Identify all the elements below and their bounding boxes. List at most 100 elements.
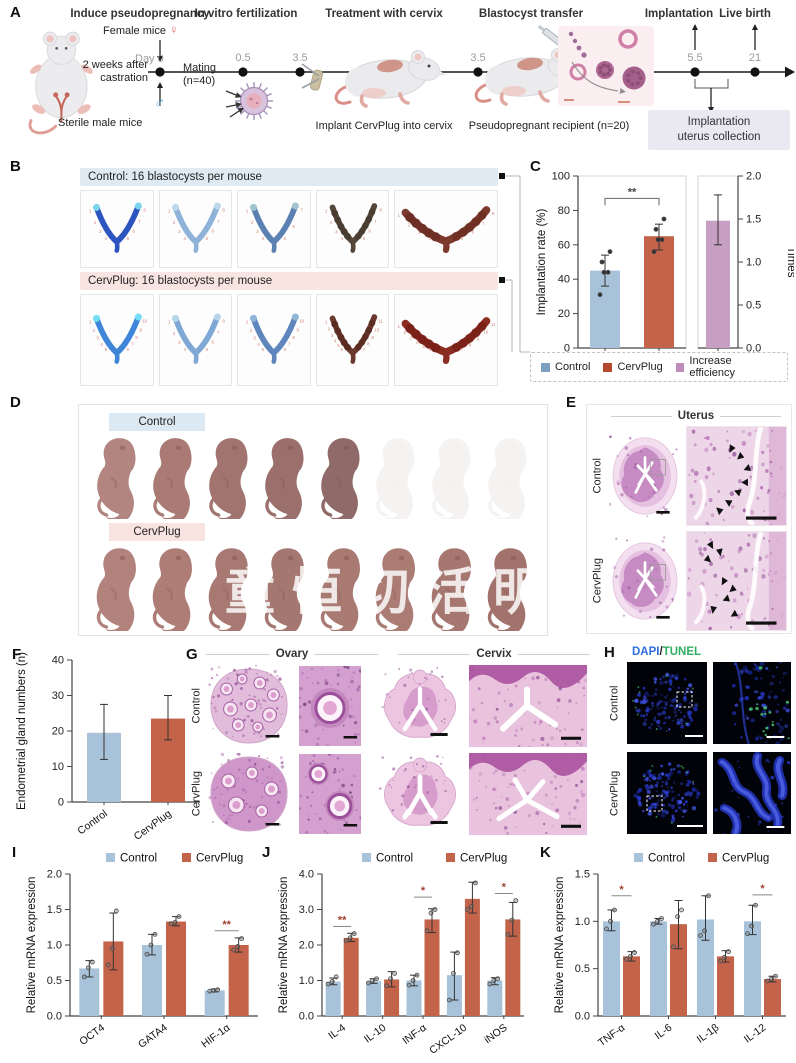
- ovary-zoom-photo: [298, 665, 363, 748]
- svg-text:IL-12: IL-12: [742, 1022, 769, 1046]
- mrna-expression-chart-k: 0.0 0.5 1.0 1.5 Relative mRNA expression TNF-…: [552, 850, 792, 1056]
- svg-text:2: 2: [329, 220, 332, 225]
- panel-a-illustration: [0, 0, 796, 158]
- svg-text:6: 6: [472, 230, 475, 235]
- svg-text:CervPlug: CervPlug: [132, 808, 174, 843]
- cervix-photo: [379, 667, 461, 745]
- mating-label: Mating (n=40): [183, 62, 217, 87]
- svg-text:8: 8: [135, 335, 138, 340]
- histology-cervplug-row: CervPlug: [190, 752, 587, 836]
- row-label-control: Control: [591, 458, 604, 494]
- svg-text:5: 5: [461, 236, 464, 241]
- svg-text:Control: Control: [648, 853, 685, 865]
- svg-text:9: 9: [140, 327, 143, 332]
- svg-text:5: 5: [337, 343, 340, 348]
- svg-text:Control: Control: [75, 808, 109, 838]
- panel-i-label: I: [12, 844, 17, 861]
- uterus-control-row: Control: [591, 425, 788, 528]
- svg-text:5: 5: [362, 236, 365, 241]
- svg-text:HIF-1α: HIF-1α: [199, 1022, 232, 1051]
- svg-text:7: 7: [217, 219, 220, 224]
- svg-text:1.5: 1.5: [746, 214, 761, 226]
- svg-text:20: 20: [52, 726, 64, 738]
- tunel-zoom-photo: [713, 661, 791, 746]
- svg-text:0: 0: [58, 797, 64, 809]
- legend-swatch-increase: [675, 362, 685, 372]
- svg-text:0.0: 0.0: [299, 1011, 314, 1023]
- svg-text:6: 6: [127, 347, 130, 352]
- male-icon: ♂: [154, 95, 166, 112]
- pup-photo: [91, 435, 144, 522]
- svg-text:4: 4: [340, 236, 343, 241]
- svg-text:Relative mRNA expression: Relative mRNA expression: [278, 877, 290, 1014]
- svg-text:1: 1: [324, 320, 327, 325]
- svg-text:3: 3: [178, 229, 181, 234]
- pup-photo: [426, 545, 479, 634]
- ovary-zoom-photo: [298, 752, 363, 835]
- svg-text:0.5: 0.5: [575, 963, 590, 975]
- svg-text:6: 6: [211, 229, 214, 234]
- svg-text:GATA4: GATA4: [136, 1022, 170, 1051]
- svg-text:1: 1: [324, 209, 327, 214]
- svg-text:3.0: 3.0: [299, 904, 314, 916]
- pup-photo: [426, 435, 479, 522]
- svg-text:2: 2: [404, 330, 407, 335]
- svg-text:Times: Times: [785, 247, 794, 278]
- implant-caption: Implant CervPlug into cervix: [315, 120, 453, 132]
- svg-text:10: 10: [374, 327, 379, 332]
- histology-control-row: Control: [190, 664, 587, 748]
- svg-text:1: 1: [167, 320, 170, 325]
- svg-text:CXCL-10: CXCL-10: [427, 1022, 469, 1056]
- svg-text:60: 60: [558, 239, 570, 251]
- svg-text:4: 4: [183, 347, 186, 352]
- svg-text:Control: Control: [120, 853, 157, 865]
- svg-text:OCT4: OCT4: [77, 1022, 107, 1048]
- svg-text:2: 2: [250, 328, 253, 333]
- svg-text:3: 3: [99, 229, 102, 234]
- svg-text:8: 8: [222, 207, 225, 212]
- step-title-implantation: Implantation: [644, 8, 714, 20]
- svg-text:1.5: 1.5: [47, 904, 62, 916]
- svg-text:40: 40: [52, 655, 64, 667]
- svg-text:11: 11: [378, 318, 383, 323]
- panel-d-label: D: [10, 394, 21, 411]
- step-title-pseudopregnancy: Induce pseudopregnancy: [70, 8, 210, 20]
- pup-photo: [259, 435, 312, 522]
- svg-text:IL-6: IL-6: [653, 1022, 675, 1042]
- svg-text:TNF-α: TNF-α: [596, 1022, 627, 1049]
- castration-label: 2 weeks after castration: [82, 59, 148, 84]
- cervplug-group-header: CervPlug: 16 blastocysts per mouse: [80, 272, 498, 290]
- svg-text:1.5: 1.5: [575, 869, 590, 881]
- svg-text:2: 2: [172, 220, 175, 225]
- increase-efficiency-chart: 0.0 0.5 1.0 1.5 2.0 Times: [692, 166, 794, 362]
- svg-text:5: 5: [262, 347, 265, 352]
- uterus-zoom-photo: [686, 426, 788, 528]
- cervix-title: Cervix: [398, 648, 591, 660]
- svg-text:*: *: [421, 885, 426, 897]
- svg-text:4: 4: [183, 236, 186, 241]
- step-title-livebirth: Live birth: [719, 8, 771, 20]
- fluorescence-cervplug-row: CervPlug: [608, 752, 791, 838]
- svg-text:2: 2: [408, 223, 411, 228]
- row-label-cervplug: CervPlug: [190, 771, 203, 817]
- legend-item-cervplug: CervPlug: [603, 361, 663, 373]
- row-label-control: Control: [190, 688, 203, 724]
- female-icon: ♀: [169, 22, 179, 37]
- svg-text:8: 8: [379, 207, 382, 212]
- svg-text:4.0: 4.0: [299, 869, 314, 881]
- tunel-label: TUNEL: [662, 646, 702, 658]
- panel-f-label: F: [12, 646, 22, 663]
- svg-text:80: 80: [558, 205, 570, 217]
- svg-text:IL-10: IL-10: [362, 1022, 389, 1046]
- panel-h-label: H: [604, 644, 615, 661]
- svg-text:100: 100: [552, 171, 570, 183]
- cervix-zoom-photo: [468, 752, 587, 835]
- svg-text:4: 4: [429, 236, 432, 241]
- step-title-treatment: Treatment with cervix: [325, 8, 443, 20]
- svg-text:8: 8: [469, 342, 472, 347]
- svg-text:3: 3: [335, 229, 338, 234]
